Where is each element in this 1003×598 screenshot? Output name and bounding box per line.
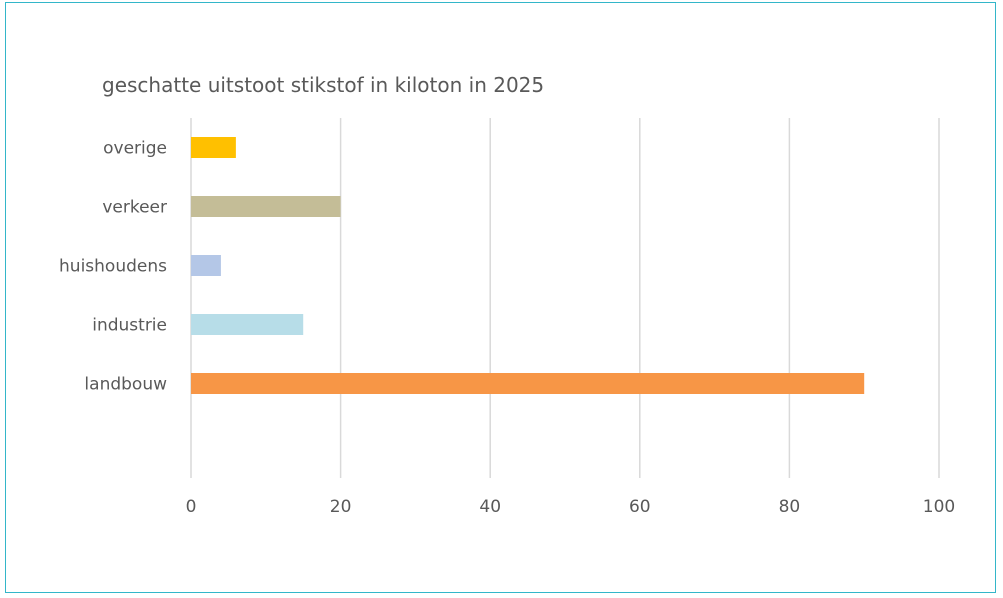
- x-tick-label: 20: [330, 497, 352, 517]
- x-tick-label: 40: [479, 497, 501, 517]
- y-tick-label: industrie: [92, 316, 167, 336]
- x-tick-label: 60: [629, 497, 651, 517]
- bar-industrie: [191, 314, 303, 335]
- y-tick-label: overige: [103, 139, 167, 159]
- x-tick-label: 100: [923, 497, 955, 517]
- bar-overige: [191, 137, 236, 158]
- y-tick-label: landbouw: [84, 375, 167, 395]
- bar-landbouw: [191, 373, 864, 394]
- bar-verkeer: [191, 196, 341, 217]
- x-tick-label: 0: [186, 497, 197, 517]
- x-tick-label: 80: [779, 497, 801, 517]
- bar-huishoudens: [191, 255, 221, 276]
- y-tick-label: verkeer: [102, 198, 167, 218]
- y-tick-label: huishoudens: [59, 257, 167, 277]
